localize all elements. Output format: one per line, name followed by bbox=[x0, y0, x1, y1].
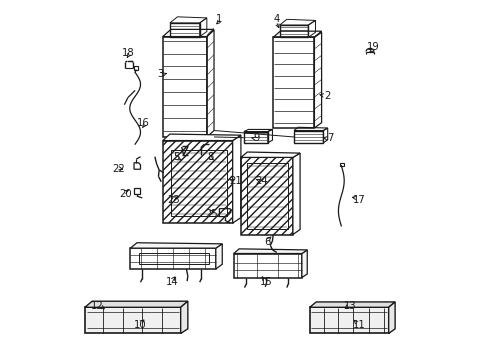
Polygon shape bbox=[130, 243, 222, 248]
Text: 4: 4 bbox=[273, 14, 279, 24]
Text: 22: 22 bbox=[112, 163, 124, 174]
Bar bbox=[139, 253, 208, 264]
Text: 10: 10 bbox=[133, 320, 146, 330]
Text: 12: 12 bbox=[91, 301, 103, 311]
Text: 11: 11 bbox=[352, 320, 365, 330]
Polygon shape bbox=[309, 307, 388, 333]
Bar bbox=[247, 163, 287, 229]
Text: 18: 18 bbox=[122, 48, 134, 58]
Polygon shape bbox=[309, 302, 394, 307]
Polygon shape bbox=[233, 249, 306, 253]
Text: 1: 1 bbox=[216, 14, 222, 24]
Text: 8: 8 bbox=[207, 152, 213, 162]
Text: 9: 9 bbox=[253, 134, 260, 143]
Text: 6: 6 bbox=[264, 237, 270, 247]
Text: 19: 19 bbox=[366, 42, 379, 52]
Polygon shape bbox=[215, 244, 222, 269]
Text: 24: 24 bbox=[255, 176, 267, 186]
Polygon shape bbox=[163, 134, 241, 140]
Text: 15: 15 bbox=[259, 277, 272, 287]
Text: 5: 5 bbox=[173, 152, 179, 162]
Text: 21: 21 bbox=[228, 176, 241, 186]
Polygon shape bbox=[301, 250, 306, 278]
Text: 7: 7 bbox=[326, 134, 333, 143]
Text: 25: 25 bbox=[204, 209, 217, 219]
Polygon shape bbox=[232, 135, 241, 223]
Polygon shape bbox=[292, 153, 300, 234]
Polygon shape bbox=[241, 152, 300, 157]
Text: 13: 13 bbox=[343, 301, 356, 311]
Text: 20: 20 bbox=[119, 189, 131, 199]
Bar bbox=[163, 140, 232, 223]
Text: 16: 16 bbox=[137, 118, 149, 128]
Text: 2: 2 bbox=[323, 91, 329, 101]
Polygon shape bbox=[180, 301, 187, 333]
Polygon shape bbox=[388, 302, 394, 333]
Text: 14: 14 bbox=[165, 277, 178, 287]
Text: 23: 23 bbox=[167, 195, 180, 205]
Bar bbox=[171, 149, 226, 216]
Text: 17: 17 bbox=[352, 195, 365, 205]
Polygon shape bbox=[85, 301, 187, 307]
Bar bbox=[241, 157, 292, 234]
Text: 3: 3 bbox=[157, 69, 163, 79]
Polygon shape bbox=[85, 307, 180, 333]
